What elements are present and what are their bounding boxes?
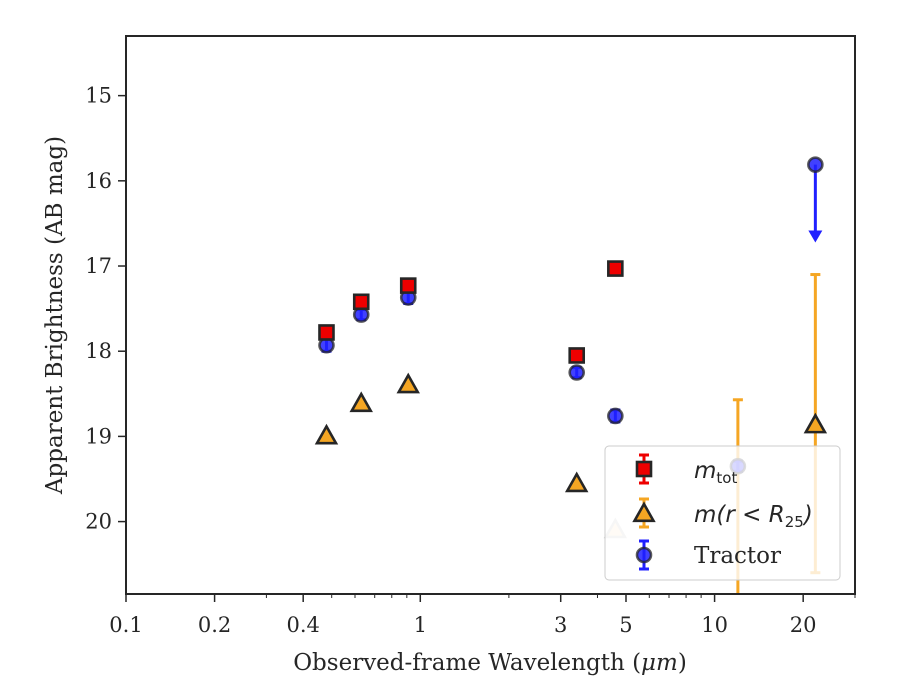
- tractor-point: [607, 407, 624, 425]
- y-axis-label: Apparent Brightness (AB mag): [42, 136, 68, 495]
- x-tick-label: 5: [619, 613, 632, 637]
- x-tick-label: 3: [554, 613, 567, 637]
- legend-mtot-marker: [635, 460, 653, 478]
- x-tick-label: 0.4: [286, 613, 319, 637]
- x-tick-label: 0.2: [198, 613, 231, 637]
- plot-frame: [125, 35, 856, 595]
- x-axis: 0.1 0.2 0.4 1 3 5 10 20: [109, 594, 856, 637]
- tractor-point: [807, 156, 824, 173]
- legend-mr25-marker: [632, 501, 656, 523]
- mr25-point: [314, 423, 339, 445]
- mtot-point: [399, 277, 417, 294]
- legend: mtot m(r < R25) Tractor: [604, 445, 841, 581]
- legend-label-mr25: m(r < R25): [694, 502, 813, 531]
- tractor-point: [568, 364, 586, 381]
- legend-label-mtot: mtot: [694, 458, 737, 487]
- x-tick-label: 10: [701, 613, 728, 637]
- x-tick-label: 20: [790, 613, 817, 637]
- y-tick-label: 18: [85, 339, 112, 363]
- mtot-point: [568, 347, 586, 364]
- legend-tractor-marker: [635, 546, 653, 564]
- x-tick-label: 0.1: [109, 613, 142, 637]
- y-tick-label: 16: [85, 169, 112, 193]
- tractor-upper-limit-arrow: [808, 230, 823, 243]
- mr25-point: [564, 471, 589, 493]
- x-tick-label: 1: [414, 613, 427, 637]
- y-tick-label: 20: [85, 510, 112, 534]
- legend-label-tractor: Tractor: [694, 543, 781, 569]
- x-axis-label: Observed-frame Wavelength (μm): [293, 650, 687, 676]
- mr25-point: [396, 372, 420, 394]
- mtot-point: [607, 260, 624, 277]
- legend-markers: [632, 453, 656, 571]
- y-axis: 15 16 17 18 19 20: [85, 84, 126, 534]
- mr25-point: [803, 412, 828, 434]
- data-marks: [314, 156, 828, 594]
- y-tick-label: 19: [85, 424, 112, 448]
- y-tick-label: 15: [85, 84, 112, 108]
- mtot-point: [352, 293, 370, 311]
- y-tick-label: 17: [85, 254, 112, 278]
- legend-box: [604, 445, 841, 581]
- mr25-point: [349, 391, 373, 413]
- mtot-point: [318, 324, 335, 341]
